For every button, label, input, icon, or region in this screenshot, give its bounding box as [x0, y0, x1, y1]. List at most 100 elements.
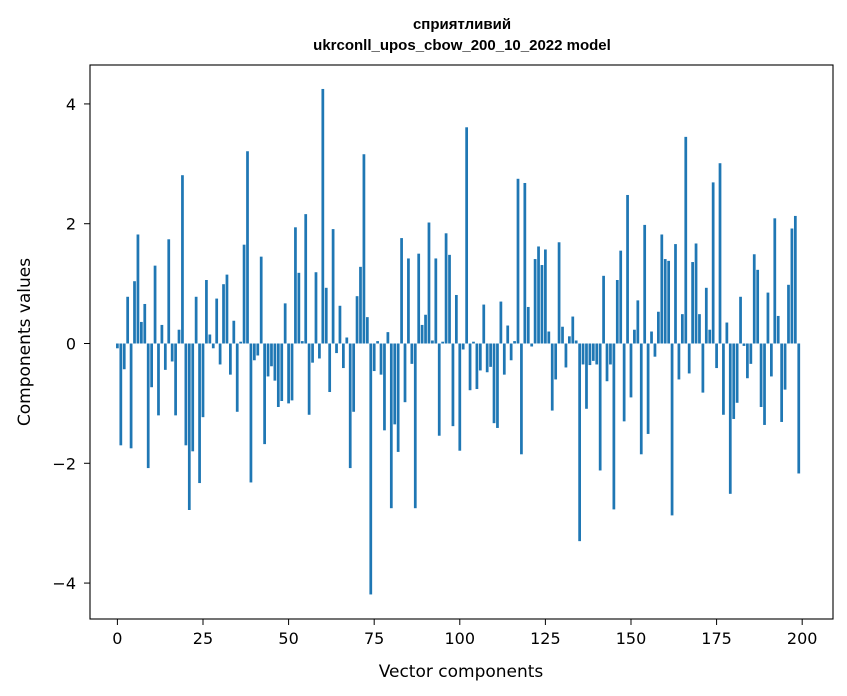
bar-component-175 — [715, 343, 718, 369]
bar-component-188 — [759, 343, 763, 407]
bar-component-20 — [184, 343, 188, 446]
bar-component-42 — [259, 256, 263, 344]
bar-component-61 — [324, 287, 328, 344]
bar-component-7 — [139, 321, 143, 344]
bar-component-132 — [567, 336, 571, 344]
bar-component-75 — [372, 343, 376, 372]
bar-component-111 — [496, 343, 499, 428]
bar-component-198 — [793, 215, 797, 344]
bar-component-48 — [280, 343, 284, 401]
bar-component-190 — [766, 292, 770, 344]
bar-component-36 — [239, 341, 243, 344]
y-tick-label: 0 — [66, 334, 76, 353]
x-tick-label: 200 — [787, 629, 818, 648]
bar-component-152 — [636, 300, 640, 344]
bar-component-150 — [629, 343, 633, 398]
bar-component-32 — [225, 274, 229, 344]
bar-component-137 — [585, 343, 588, 409]
bar-component-165 — [680, 314, 684, 344]
bars-group — [116, 88, 801, 595]
bar-component-76 — [376, 341, 379, 344]
bar-component-73 — [365, 317, 369, 344]
bar-component-50 — [287, 343, 290, 404]
bar-component-66 — [342, 343, 345, 369]
bar-component-98 — [451, 343, 455, 427]
bar-component-189 — [763, 343, 766, 425]
bar-component-185 — [749, 343, 753, 364]
bar-component-184 — [746, 343, 749, 379]
bar-component-122 — [533, 259, 537, 344]
bar-component-63 — [331, 229, 335, 344]
bar-component-45 — [270, 343, 273, 367]
bar-component-151 — [633, 329, 636, 344]
bar-component-120 — [526, 306, 530, 344]
bar-component-135 — [578, 343, 581, 542]
bar-component-170 — [698, 314, 701, 344]
bar-component-39 — [249, 343, 253, 483]
bar-component-157 — [653, 343, 657, 357]
bar-component-145 — [612, 343, 616, 510]
y-tick-label: 2 — [66, 215, 76, 234]
bar-component-123 — [537, 246, 540, 344]
bar-component-23 — [194, 296, 198, 344]
bar-component-51 — [290, 343, 294, 401]
y-tick-label: −2 — [52, 454, 76, 473]
x-tick-label: 25 — [193, 629, 213, 648]
bar-component-177 — [722, 343, 725, 415]
bar-component-94 — [437, 343, 441, 436]
bar-component-47 — [276, 343, 280, 407]
y-tick-label: −4 — [52, 574, 76, 593]
bar-component-186 — [752, 254, 756, 344]
bar-component-142 — [602, 275, 605, 344]
bar-component-96 — [444, 233, 448, 344]
bar-component-149 — [626, 194, 629, 344]
x-tick-label: 75 — [364, 629, 384, 648]
bar-component-64 — [335, 343, 338, 354]
x-tick-label: 0 — [112, 629, 122, 648]
bar-component-55 — [304, 214, 308, 344]
bar-component-179 — [728, 343, 732, 494]
bar-component-34 — [232, 320, 236, 344]
bar-component-70 — [355, 296, 359, 344]
bar-component-91 — [427, 222, 431, 344]
bar-component-90 — [424, 314, 427, 344]
x-tick-label: 150 — [616, 629, 647, 648]
bar-component-196 — [787, 284, 790, 344]
chart-title: сприятливий — [413, 16, 511, 33]
bar-component-102 — [465, 127, 469, 344]
bar-component-133 — [571, 316, 575, 344]
bar-component-143 — [605, 343, 609, 382]
bar-component-166 — [684, 136, 688, 344]
bar-component-172 — [704, 287, 708, 344]
bar-component-79 — [386, 332, 390, 344]
bar-component-87 — [413, 343, 417, 509]
bar-component-100 — [458, 343, 462, 451]
bar-component-155 — [646, 343, 650, 434]
bar-component-37 — [242, 244, 246, 344]
bar-component-92 — [431, 340, 434, 344]
bar-component-89 — [420, 324, 424, 344]
bar-component-199 — [797, 343, 801, 474]
bar-component-40 — [252, 343, 256, 361]
bar-component-13 — [160, 324, 164, 344]
bar-component-77 — [379, 343, 383, 375]
bar-component-83 — [400, 238, 403, 344]
bar-component-54 — [300, 341, 304, 344]
bar-component-62 — [328, 343, 332, 393]
bar-component-156 — [650, 331, 653, 344]
bar-component-124 — [540, 265, 544, 344]
bar-component-21 — [187, 343, 191, 510]
bar-component-161 — [667, 260, 671, 344]
y-tick-label: 4 — [66, 95, 76, 114]
bar-component-153 — [639, 343, 643, 455]
bar-component-162 — [670, 343, 674, 516]
bar-component-8 — [143, 303, 147, 344]
bar-component-159 — [660, 234, 664, 344]
bar-component-193 — [776, 315, 780, 344]
bar-component-171 — [701, 343, 705, 393]
bar-component-25 — [201, 343, 205, 418]
bar-component-114 — [506, 325, 510, 344]
bar-component-68 — [348, 343, 352, 469]
bar-component-67 — [345, 337, 349, 344]
